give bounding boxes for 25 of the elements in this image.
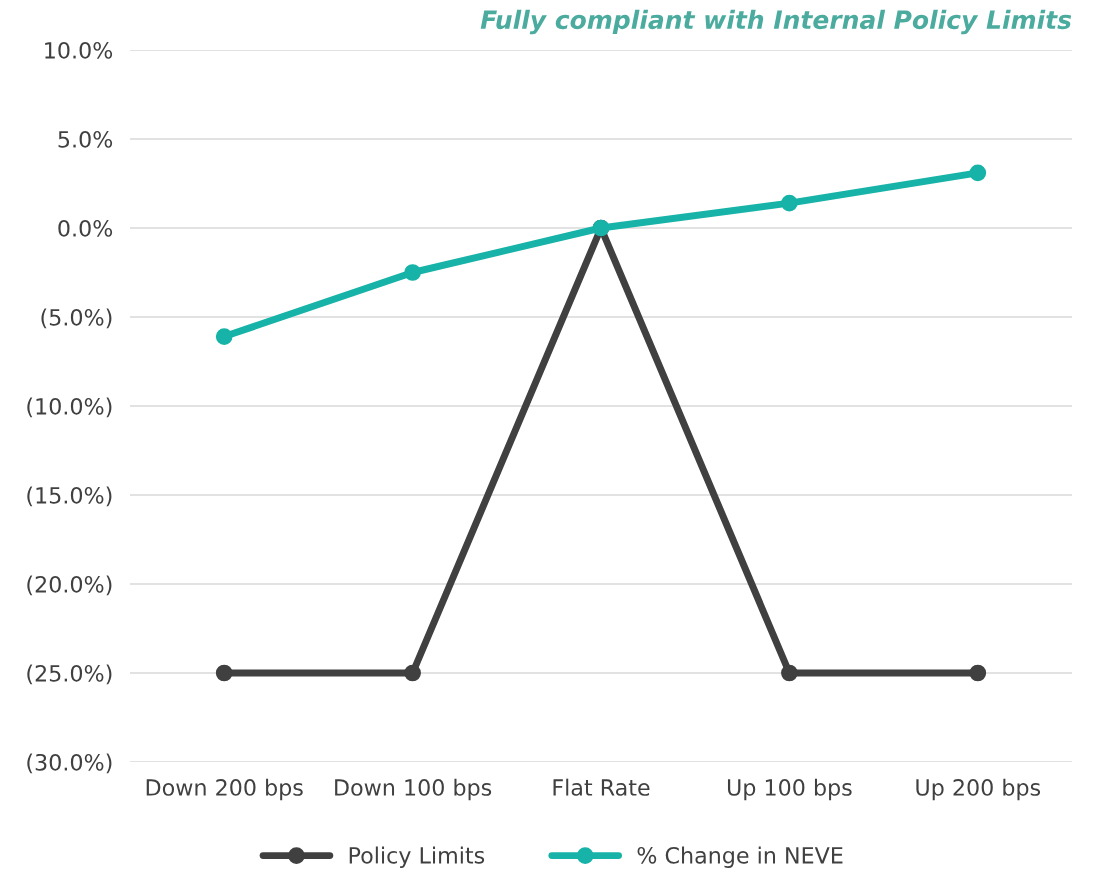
- point: [215, 664, 233, 682]
- y-tick-label: 0.0%: [58, 219, 113, 237]
- y-tick-label: (20.0%): [27, 575, 112, 596]
- y-tick-label: 5.0%: [58, 130, 113, 148]
- x-tick-label: Down 100 bps: [335, 778, 492, 801]
- x-tick-label: Down 200 bps: [146, 778, 303, 801]
- point: [969, 664, 987, 682]
- y-tick-label: (15.0%): [27, 486, 112, 507]
- x-tick-label: Up 200 bps: [916, 778, 1041, 801]
- x-tick-label: Up 100 bps: [727, 778, 852, 801]
- x-tick-label: Flat Rate: [553, 778, 650, 796]
- y-tick-label: 10.0%: [45, 41, 113, 59]
- y-tick-label: (30.0%): [27, 753, 112, 774]
- point: [969, 164, 987, 182]
- y-tick-label: (25.0%): [27, 664, 112, 685]
- legend-label: % Change in NEVE: [637, 846, 843, 868]
- chart-title: Fully compliant with Internal Policy Limits: [480, 9, 1072, 35]
- point: [215, 328, 233, 345]
- point: [781, 194, 798, 212]
- point: [404, 664, 421, 682]
- legend-label: Policy Limits: [349, 846, 485, 868]
- point: [404, 264, 421, 281]
- y-tick-label: (5.0%): [41, 308, 112, 329]
- point: [781, 664, 798, 682]
- y-tick-label: (10.0%): [27, 397, 112, 418]
